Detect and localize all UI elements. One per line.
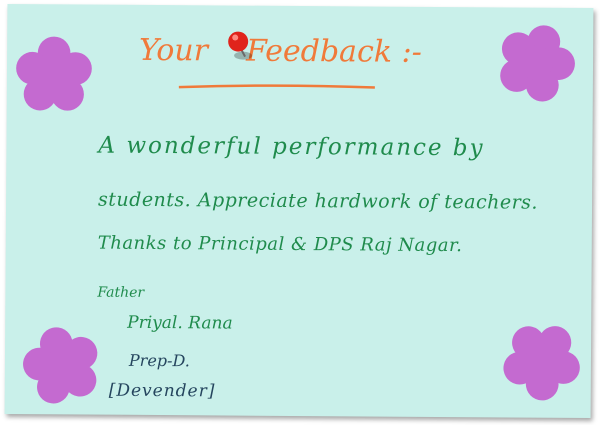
signature-relation: Father [97, 284, 145, 301]
flower-bottom-right-icon [503, 326, 580, 401]
message-line-1: A wonderful performance by [98, 132, 485, 162]
title-word-your: Your [138, 32, 209, 69]
title-word-feedback: Feedback :- [245, 33, 422, 70]
card-title: Your Feedback :- [139, 33, 422, 70]
feedback-card: Your Feedback :- A wonderful performance … [4, 3, 594, 419]
flower-top-right-icon [500, 25, 575, 102]
flower-bottom-left-icon [23, 327, 98, 404]
title-underline [178, 84, 375, 89]
signature-name: Priyal. Rana [127, 312, 233, 334]
signature-class: Prep-D. [128, 350, 190, 371]
push-pin-icon [228, 31, 253, 60]
signature-child: [Devender] [108, 380, 216, 402]
message-line-3: Thanks to Principal & DPS Raj Nagar. [97, 232, 463, 257]
message-line-2: students. Appreciate hardwork of teacher… [97, 188, 539, 214]
flower-top-left-icon [16, 36, 92, 111]
